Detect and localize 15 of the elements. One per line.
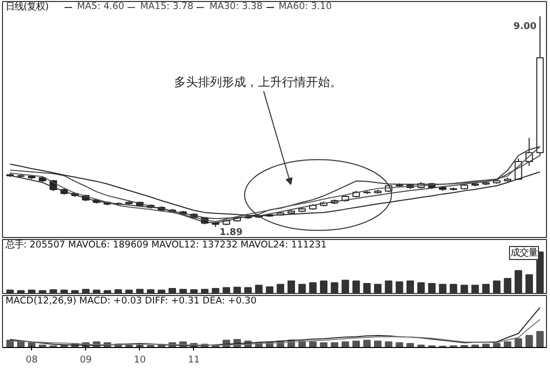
text: MACD(12,26,9) MACD: +0.03 DIFF: +0.31 DEA: +0.30 (6, 296, 257, 306)
x-tick-label: 10 (134, 354, 146, 366)
x-tick-label: 09 (80, 354, 92, 366)
annotation: 多头排列形成，上升行情开始。 (174, 74, 342, 89)
x-tick-label: 11 (188, 354, 200, 366)
legend-label: MA30: 3.38 (209, 1, 263, 12)
annotation: 成交量 (510, 248, 538, 258)
annotation: 1.89 (220, 226, 243, 238)
text: 总手: 205507 MAVOL6: 189609 MAVOL12: 137232 MAVOL24: 111231 (4, 240, 327, 250)
chart-title: 日线(复权) (6, 2, 49, 12)
legend-label: MA15: 3.78 (140, 1, 194, 12)
legend-label: MA5: 4.60 (77, 1, 124, 12)
annotation: 9.00 (513, 21, 538, 32)
x-tick-label: 08 (26, 354, 38, 366)
legend-label: MA60: 3.10 (278, 1, 332, 12)
